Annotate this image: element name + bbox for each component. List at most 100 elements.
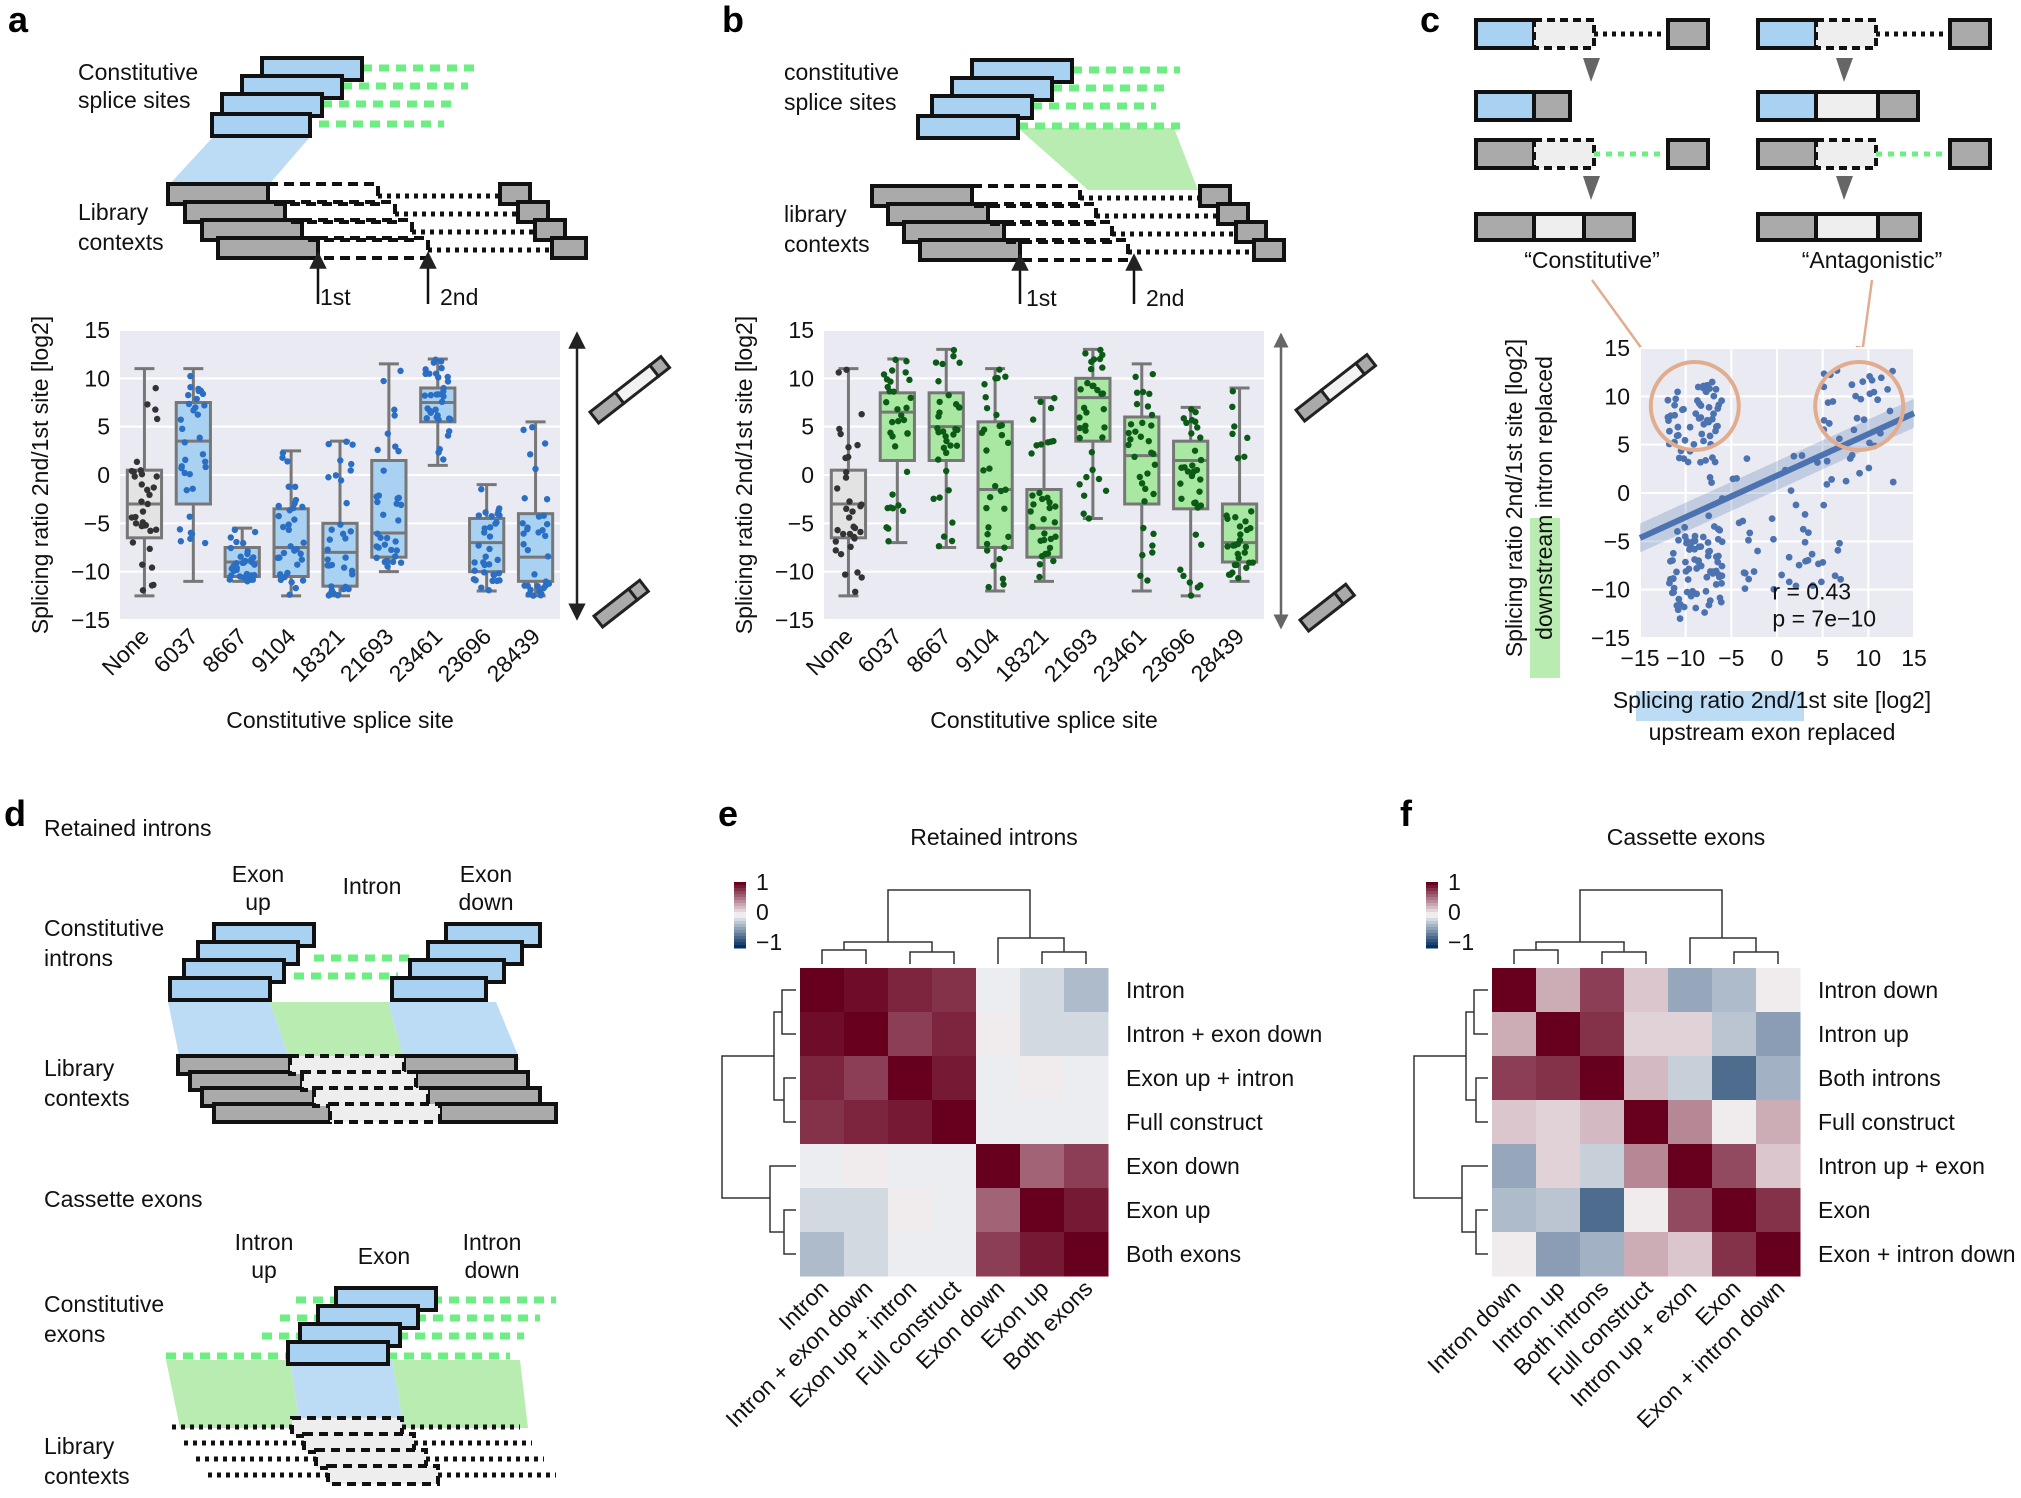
x-tick-label: 18321 <box>286 623 350 687</box>
panel-label-c: c <box>1420 0 1440 40</box>
data-point <box>849 508 856 515</box>
data-point <box>276 571 284 578</box>
data-point <box>1076 481 1083 488</box>
data-point <box>935 456 942 463</box>
data-point <box>1097 346 1104 354</box>
data-point <box>986 465 993 472</box>
data-point <box>1768 515 1776 523</box>
heatmap-cell <box>1492 1232 1537 1277</box>
data-point <box>1672 395 1680 403</box>
data-point <box>394 495 401 502</box>
data-point <box>1037 537 1044 544</box>
colorbar-tick: −1 <box>1448 929 1474 955</box>
data-point <box>139 561 146 568</box>
data-point <box>392 538 399 545</box>
data-point <box>1819 558 1827 566</box>
y-tick-label: 15 <box>1604 335 1630 361</box>
label-intron-up-2: up <box>251 1257 277 1283</box>
data-point <box>481 569 488 576</box>
column-dendrogram <box>821 889 1087 964</box>
y-tick-label: −10 <box>1591 577 1630 603</box>
data-point <box>1149 549 1156 556</box>
data-point <box>851 535 858 542</box>
data-point <box>475 542 482 549</box>
data-point <box>985 524 992 531</box>
data-point <box>851 524 859 532</box>
data-point <box>1235 574 1242 582</box>
data-point <box>1689 538 1697 545</box>
arrow-2nd-b: 2nd <box>1146 285 1184 311</box>
heatmap-cell <box>1668 1012 1713 1057</box>
data-point <box>153 415 161 423</box>
data-point <box>986 493 994 501</box>
data-point <box>1712 427 1719 435</box>
data-point <box>952 401 960 408</box>
data-point <box>1194 504 1201 511</box>
data-point <box>152 406 159 413</box>
data-point <box>1083 409 1090 416</box>
heatmap-cell <box>844 1188 889 1233</box>
data-point <box>1088 449 1096 456</box>
data-point <box>349 441 356 448</box>
data-point <box>1683 537 1691 545</box>
heatmap-cell <box>1712 1188 1757 1233</box>
data-point <box>326 536 333 543</box>
row-dendrogram <box>721 989 796 1255</box>
x-axis-label: Constitutive splice site <box>226 707 454 733</box>
data-point <box>1697 402 1705 409</box>
data-point <box>1229 388 1237 395</box>
data-point <box>292 496 300 504</box>
data-point <box>1828 476 1836 483</box>
data-point <box>231 526 239 534</box>
data-point <box>1082 422 1089 429</box>
data-point <box>936 398 943 406</box>
data-point <box>983 540 991 548</box>
colorbar-segment <box>734 900 746 904</box>
heatmap-cell <box>800 1188 845 1233</box>
data-point <box>128 467 136 475</box>
data-point <box>1036 573 1043 581</box>
data-point <box>837 430 844 438</box>
data-point <box>285 483 292 490</box>
data-point <box>423 415 430 422</box>
data-point <box>380 377 387 385</box>
heatmap-cell <box>888 1144 933 1189</box>
data-point <box>1703 573 1711 581</box>
heatmap-cell <box>1020 1188 1065 1233</box>
data-point <box>1244 434 1251 442</box>
data-point <box>1149 370 1156 378</box>
data-point <box>1692 410 1700 418</box>
x-tick-label: 10 <box>1856 645 1882 671</box>
heatmap-cell <box>844 1144 889 1189</box>
y-tick-label: 15 <box>84 317 110 343</box>
data-point <box>1248 508 1255 515</box>
heatmap-cell <box>1668 1144 1713 1189</box>
data-point <box>342 554 349 561</box>
data-point <box>1706 597 1714 605</box>
panel-f-heatmap: Cassette exons Intron down Intron up Both i… <box>1413 824 2016 1433</box>
data-point <box>325 440 332 448</box>
data-point <box>340 585 347 593</box>
data-point <box>980 467 987 474</box>
data-point <box>541 440 549 447</box>
data-point <box>1718 580 1725 587</box>
data-point <box>342 535 349 542</box>
data-point <box>999 575 1007 583</box>
data-point <box>242 557 249 565</box>
data-point <box>395 447 402 455</box>
data-point <box>832 547 839 554</box>
data-point <box>939 360 946 368</box>
data-point <box>947 442 954 449</box>
colorbar-segment <box>1426 945 1438 949</box>
heatmap-cell <box>800 1232 845 1277</box>
colorbar-tick: 1 <box>1448 869 1461 895</box>
data-point <box>1689 587 1696 595</box>
data-point <box>291 516 298 523</box>
label-exon-up-1: Exon <box>232 861 284 887</box>
data-point <box>1229 430 1236 438</box>
data-point <box>833 485 841 492</box>
heatmap-cell <box>1624 1144 1669 1189</box>
y-tick-label: 0 <box>97 462 110 488</box>
data-point <box>529 424 536 431</box>
data-point <box>337 457 344 464</box>
